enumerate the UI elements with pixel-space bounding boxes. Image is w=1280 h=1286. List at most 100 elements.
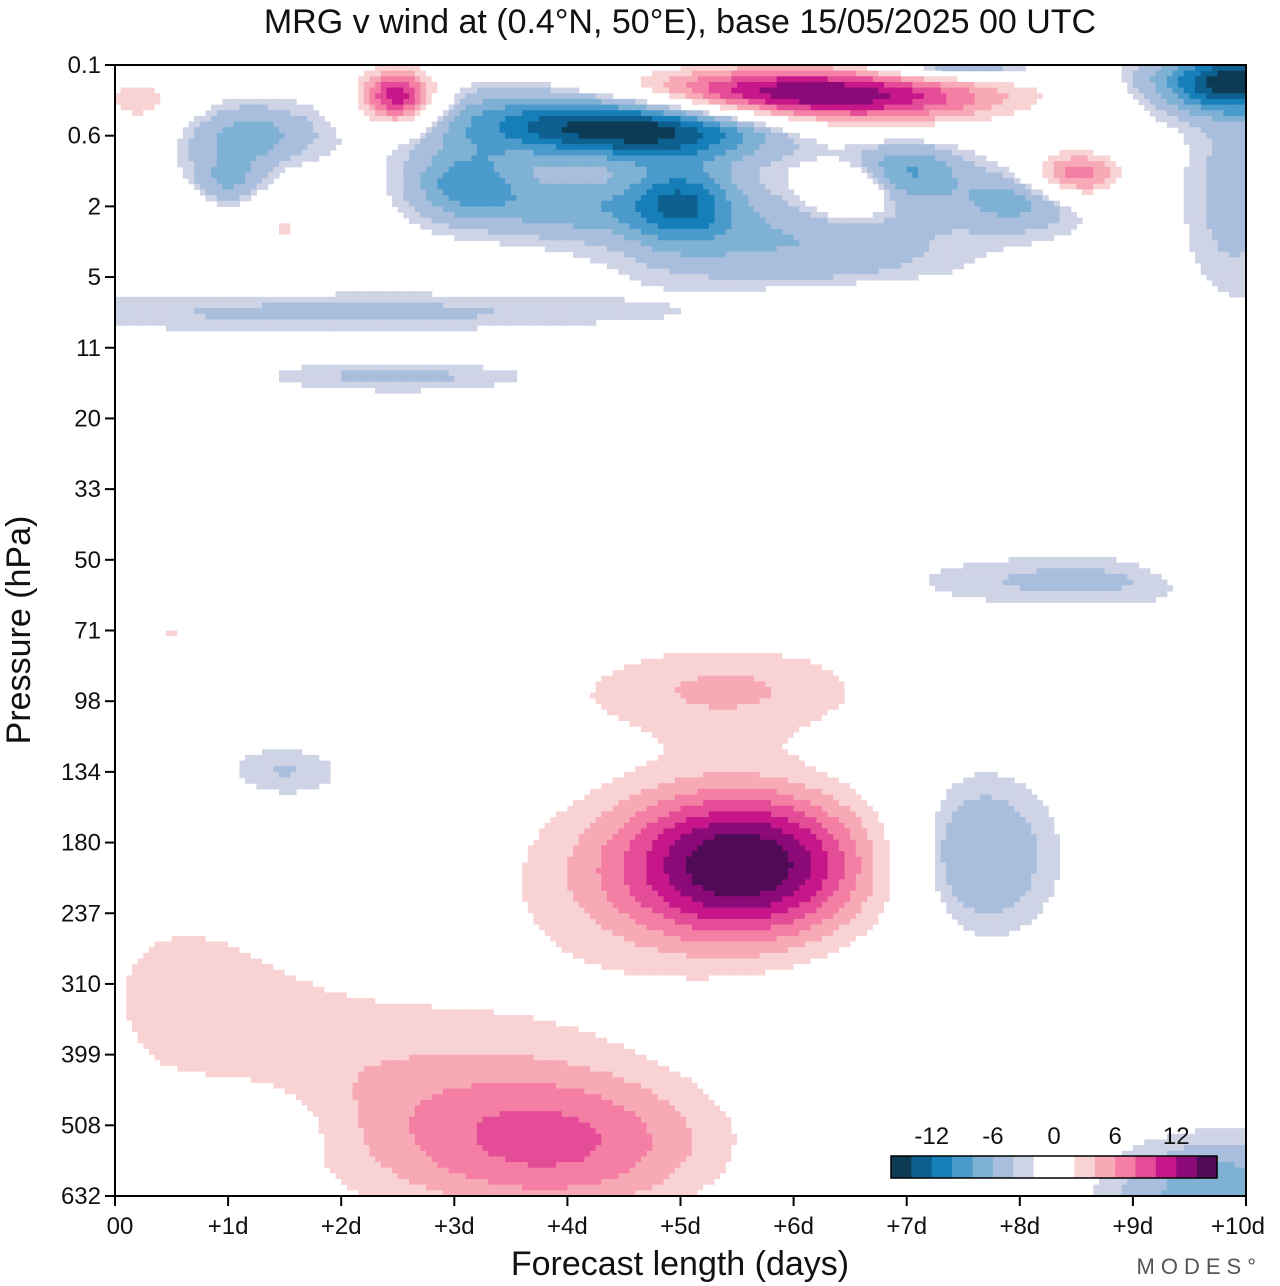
field-cell [126, 206, 133, 213]
plot-area [115, 65, 1246, 1196]
field-cell [165, 110, 173, 117]
field-cell [171, 240, 178, 247]
field-cell [714, 155, 721, 162]
field-cell [499, 121, 506, 128]
field-cell [1076, 87, 1083, 94]
field-cell [516, 223, 523, 230]
field-cell [1234, 65, 1241, 72]
field-cell [250, 121, 257, 128]
field-cell [1087, 155, 1094, 162]
field-cell [708, 76, 716, 83]
field-cell [872, 115, 880, 123]
field-cell [1127, 189, 1134, 196]
field-cell [233, 121, 240, 128]
field-cell [476, 132, 484, 140]
field-cell [1240, 178, 1246, 185]
field-cell [148, 70, 156, 77]
field-cell [606, 217, 614, 224]
field-cell [895, 161, 902, 168]
field-cell [590, 104, 597, 111]
field-cell [1217, 110, 1224, 117]
field-cell [1036, 132, 1044, 140]
field-cell [1234, 144, 1241, 151]
field-cell [533, 206, 540, 213]
field-cell [1076, 149, 1083, 157]
field-cell [878, 104, 885, 111]
field-cell [697, 240, 704, 247]
field-cell [623, 132, 631, 140]
field-cell [148, 110, 156, 117]
field-cell [499, 161, 506, 168]
field-cell [454, 166, 461, 174]
field-cell [895, 155, 902, 162]
field-cell [912, 178, 919, 185]
field-cell [188, 234, 195, 241]
field-cell [601, 115, 608, 123]
field-cell [561, 240, 568, 247]
field-cell [669, 65, 676, 72]
field-cell [1229, 138, 1236, 145]
field-cell [595, 76, 602, 83]
field-cell [131, 132, 139, 140]
field-cell [386, 161, 393, 168]
field-cell [708, 155, 716, 162]
field-cell [126, 229, 133, 236]
field-cell [669, 155, 676, 162]
field-cell [923, 115, 930, 123]
field-cell [1195, 65, 1202, 72]
field-cell [929, 144, 936, 151]
field-cell [386, 172, 393, 179]
field-cell [708, 234, 716, 241]
field-cell [561, 110, 568, 117]
field-cell [974, 240, 981, 247]
field-cell [929, 217, 936, 224]
field-cell [731, 93, 738, 100]
field-cell [782, 104, 789, 111]
field-cell [295, 229, 303, 236]
field-cell [245, 189, 252, 196]
field-cell [397, 127, 404, 134]
field-cell [550, 166, 557, 174]
field-cell [923, 189, 930, 196]
field-cell [985, 132, 993, 140]
field-cell [1183, 127, 1191, 134]
field-cell [1076, 121, 1083, 128]
field-cell [991, 234, 998, 241]
field-cell [205, 138, 212, 145]
field-cell [505, 149, 512, 157]
field-cell [669, 144, 676, 151]
field-cell [754, 206, 761, 213]
field-cell [1217, 240, 1224, 247]
field-cell [748, 149, 755, 157]
field-cell [742, 81, 749, 89]
field-cell [612, 76, 619, 83]
field-cell [787, 161, 795, 168]
field-cell [1014, 115, 1021, 123]
field-cell [245, 121, 252, 128]
field-cell [160, 200, 167, 207]
field-cell [301, 223, 308, 230]
field-cell [1229, 87, 1236, 94]
field-cell [431, 178, 438, 185]
field-cell [770, 98, 778, 106]
field-cell [1189, 240, 1196, 247]
field-cell [770, 115, 778, 123]
field-cell [686, 98, 693, 106]
field-cell [703, 166, 710, 174]
field-cell [601, 81, 608, 89]
field-cell [590, 172, 597, 179]
field-cell [765, 115, 772, 123]
field-cell [295, 138, 303, 145]
field-cell [669, 138, 676, 145]
field-cell [640, 98, 648, 106]
field-cell [476, 87, 484, 94]
field-cell [205, 234, 212, 241]
field-cell [951, 200, 959, 207]
field-cell [386, 155, 393, 162]
field-cell [697, 206, 704, 213]
field-cell [199, 212, 207, 219]
field-cell [527, 93, 535, 100]
field-cell [703, 81, 710, 89]
field-cell [233, 240, 240, 247]
field-cell [426, 206, 433, 213]
